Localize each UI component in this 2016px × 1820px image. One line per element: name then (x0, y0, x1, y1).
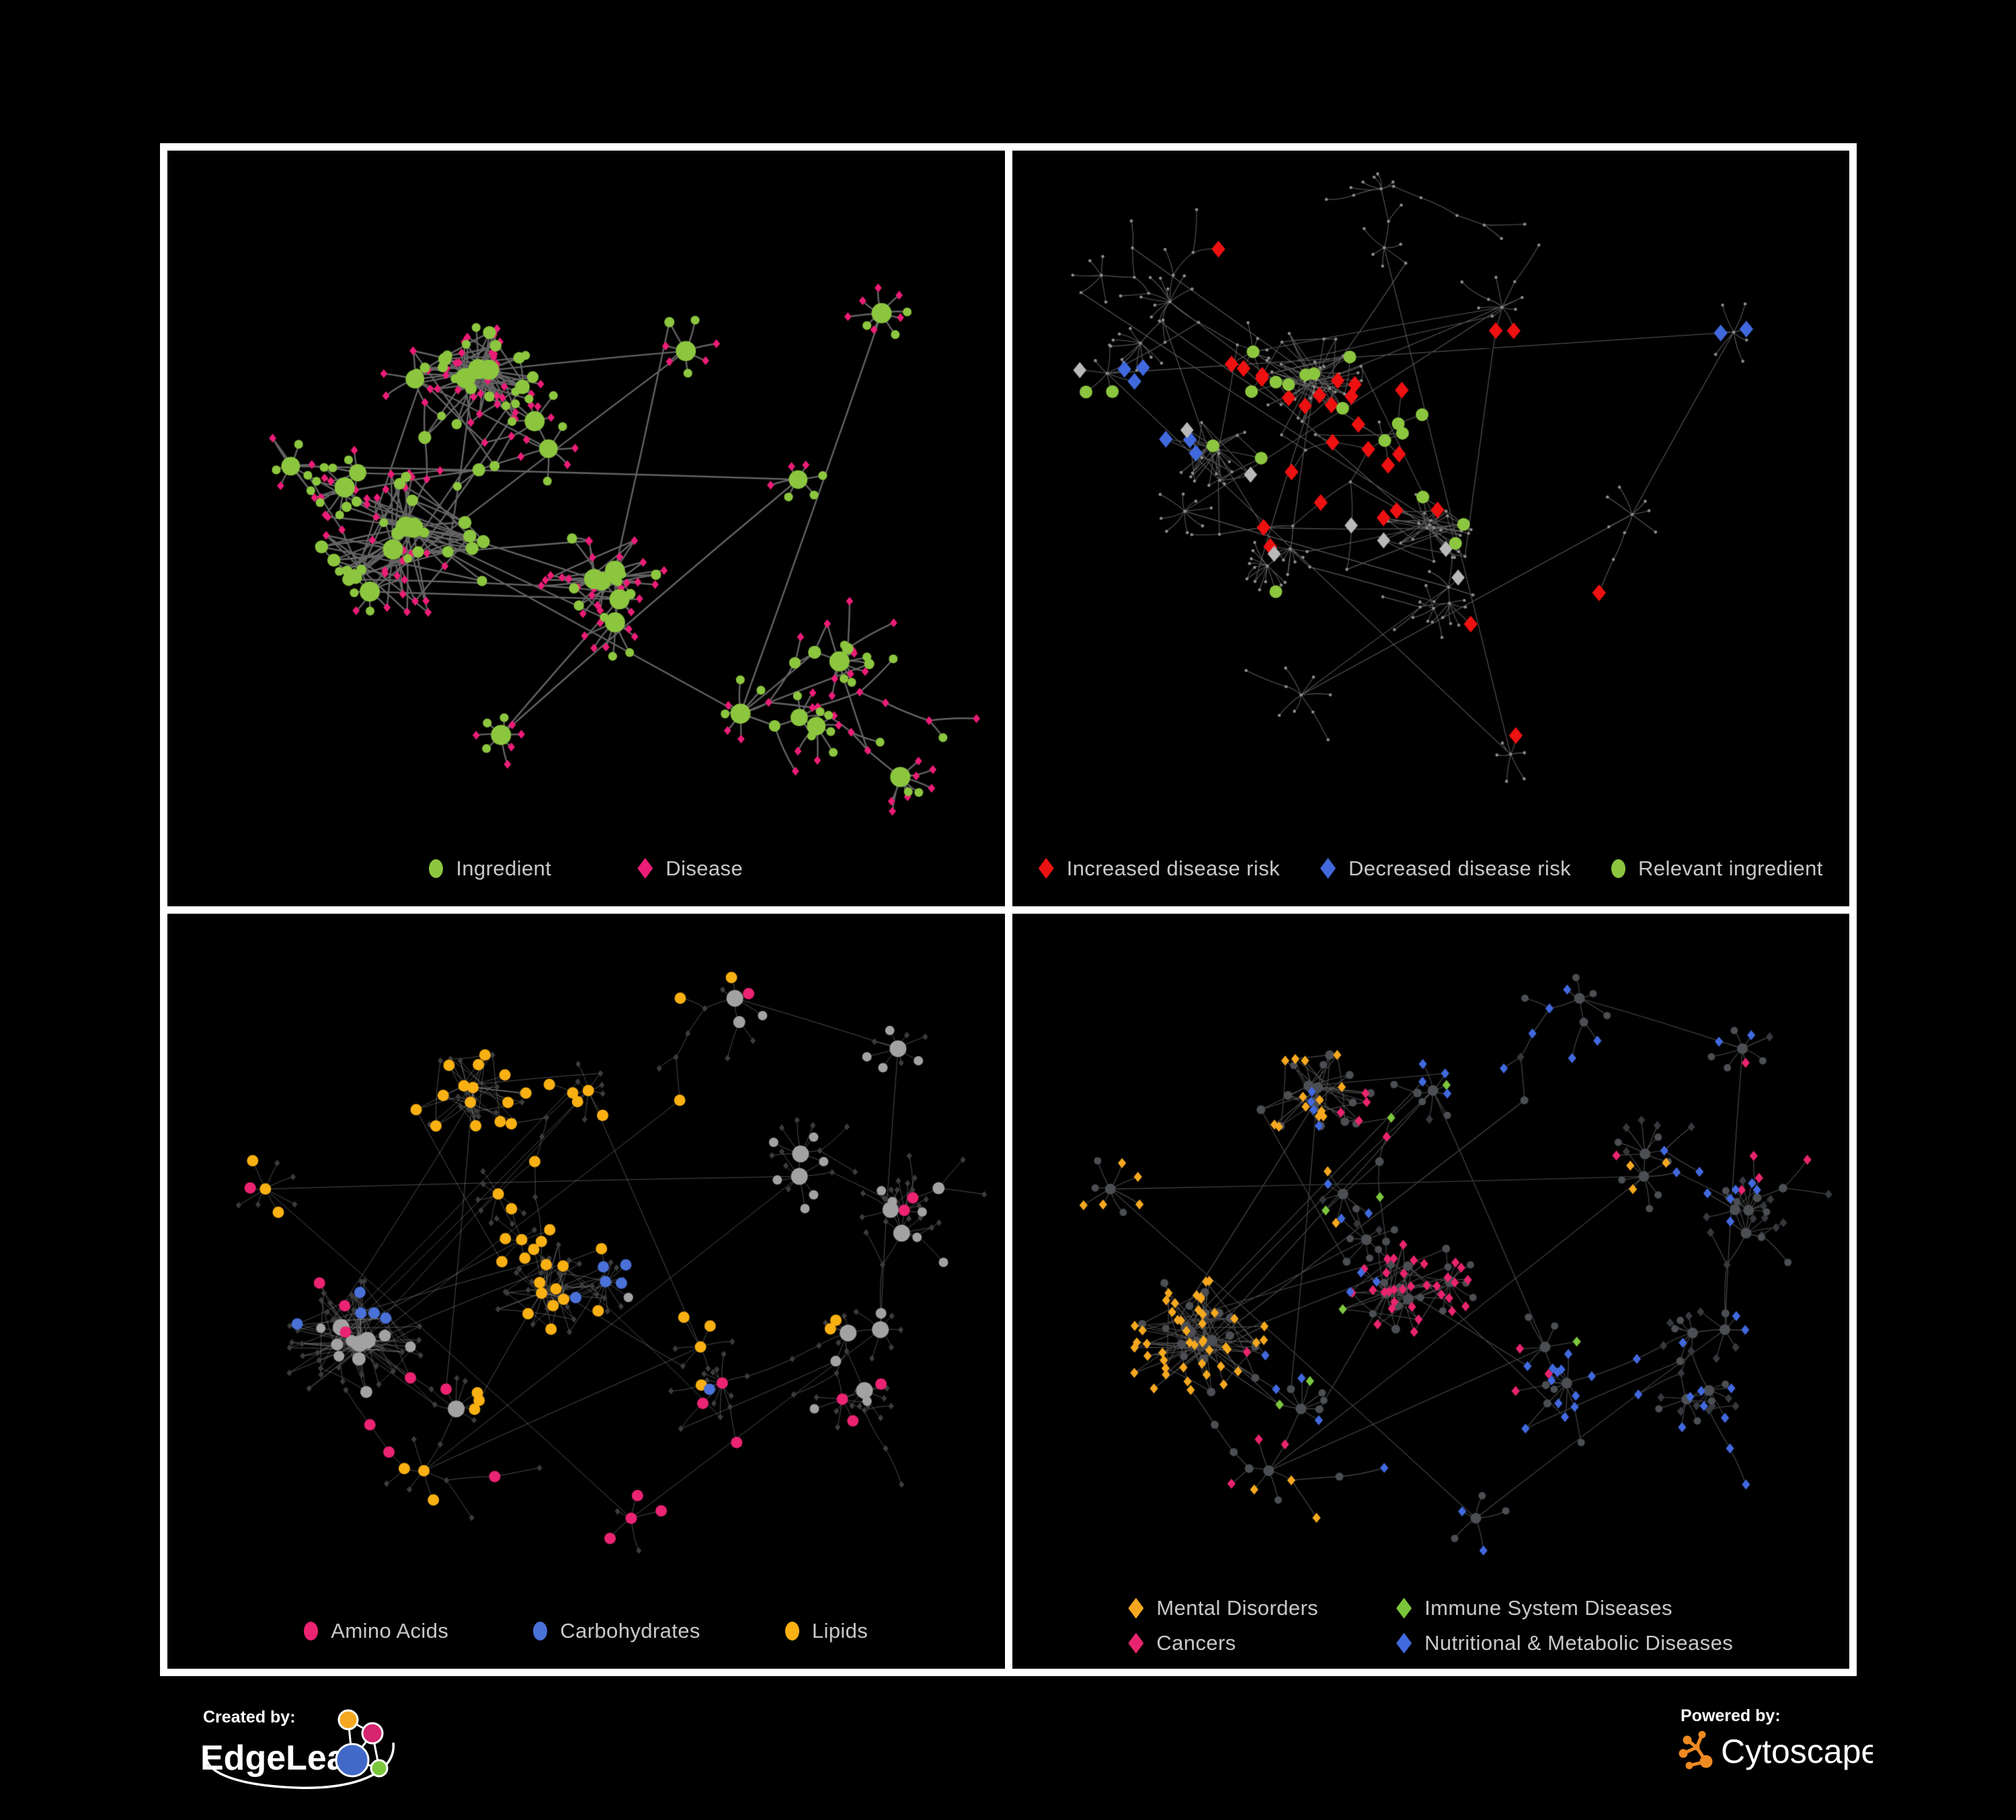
panel-disease-categories: Mental Disorders Cancers Immune System D… (1012, 913, 1850, 1669)
ingredient-circle-icon (429, 859, 444, 878)
relevant-ingredient-circle-icon (1611, 859, 1626, 878)
network-canvas-nutrient-categories (167, 913, 1005, 1669)
mental-disorders-diamond-icon (1128, 1597, 1144, 1619)
legend-item-decreased-risk: Decreased disease risk (1320, 857, 1571, 881)
cytoscape-wordmark: Cytoscape (1721, 1733, 1873, 1770)
amino-acids-circle-icon (304, 1622, 319, 1640)
legend-item-relevant-ingredient: Relevant ingredient (1611, 857, 1823, 881)
legend-label-ingredient: Ingredient (456, 856, 552, 880)
cancers-diamond-icon (1128, 1632, 1144, 1654)
legend-item-carbohydrates: Carbohydrates (533, 1619, 700, 1643)
decreased-risk-diamond-icon (1320, 858, 1336, 879)
increased-risk-diamond-icon (1038, 858, 1054, 879)
legend-item-disease: Disease (637, 857, 743, 881)
powered-by-label: Powered by: (1681, 1706, 1781, 1725)
legend-label-lipids: Lipids (811, 1619, 869, 1643)
legend-label-immune-system-diseases: Immune System Diseases (1424, 1596, 1672, 1620)
edgeleap-logo: Created by: EdgeLeap (200, 1708, 395, 1789)
cytoscape-credit: Powered by: Cytoscape (1671, 1702, 1880, 1793)
nutritional-metabolic-diseases-diamond-icon (1396, 1632, 1412, 1654)
panel-disease-risk: Increased disease risk Decreased disease… (1012, 151, 1850, 906)
legend-item-mental-disorders: Mental Disorders (1128, 1596, 1318, 1620)
legend-disease-risk: Increased disease risk Decreased disease… (1012, 857, 1850, 881)
edgeleap-green-node-icon (370, 1759, 389, 1778)
legend-label-amino-acids: Amino Acids (331, 1619, 449, 1643)
legend-item-ingredient: Ingredient (429, 857, 551, 881)
legend-label-decreased-risk: Decreased disease risk (1348, 856, 1572, 880)
lipids-circle-icon (784, 1622, 799, 1640)
legend-item-amino-acids: Amino Acids (304, 1619, 448, 1643)
legend-label-relevant-ingredient: Relevant ingredient (1638, 856, 1823, 880)
edgeleap-orange-node-icon (337, 1709, 359, 1731)
panel-nutrient-categories: Amino Acids Carbohydrates Lipids (167, 913, 1005, 1669)
legend-disease-categories: Mental Disorders Cancers Immune System D… (1012, 1596, 1850, 1655)
legend-item-increased-risk: Increased disease risk (1038, 856, 1280, 881)
panels-frame: Ingredient Disease Increased disease ris… (160, 143, 1857, 1676)
carbohydrates-circle-icon (533, 1622, 548, 1640)
legend-label-carbohydrates: Carbohydrates (560, 1619, 700, 1643)
legend-label-disease: Disease (666, 856, 743, 880)
disease-diamond-icon (637, 858, 653, 879)
legend-label-nutritional-metabolic-diseases: Nutritional & Metabolic Diseases (1424, 1631, 1734, 1655)
network-canvas-disease-categories (1012, 913, 1849, 1669)
legend-label-cancers: Cancers (1156, 1631, 1236, 1655)
legend-item-lipids: Lipids (784, 1619, 869, 1643)
legend-item-immune-system-diseases: Immune System Diseases (1396, 1596, 1672, 1620)
legend-item-cancers: Cancers (1128, 1631, 1236, 1655)
legend-label-mental-disorders: Mental Disorders (1156, 1596, 1319, 1620)
network-canvas-ingredient-disease (167, 151, 1005, 906)
cytoscape-network-icon (1679, 1731, 1713, 1770)
edgeleap-pink-node-icon (361, 1722, 384, 1745)
legend-label-increased-risk: Increased disease risk (1066, 856, 1280, 880)
edgeleap-blue-node-icon (335, 1743, 370, 1778)
network-canvas-disease-risk (1012, 151, 1849, 906)
immune-system-diseases-diamond-icon (1396, 1597, 1412, 1619)
created-by-label: Created by: (203, 1708, 296, 1727)
panel-ingredient-disease: Ingredient Disease (167, 151, 1005, 906)
legend-item-nutritional-metabolic-diseases: Nutritional & Metabolic Diseases (1396, 1631, 1733, 1655)
cytoscape-logo: Powered by: Cytoscape (1679, 1706, 1880, 1770)
legend-nutrient-categories: Amino Acids Carbohydrates Lipids (167, 1619, 1005, 1643)
legend-ingredient-disease: Ingredient Disease (167, 857, 1005, 881)
edgeleap-credit: Created by: EdgeLeap (196, 1702, 405, 1800)
